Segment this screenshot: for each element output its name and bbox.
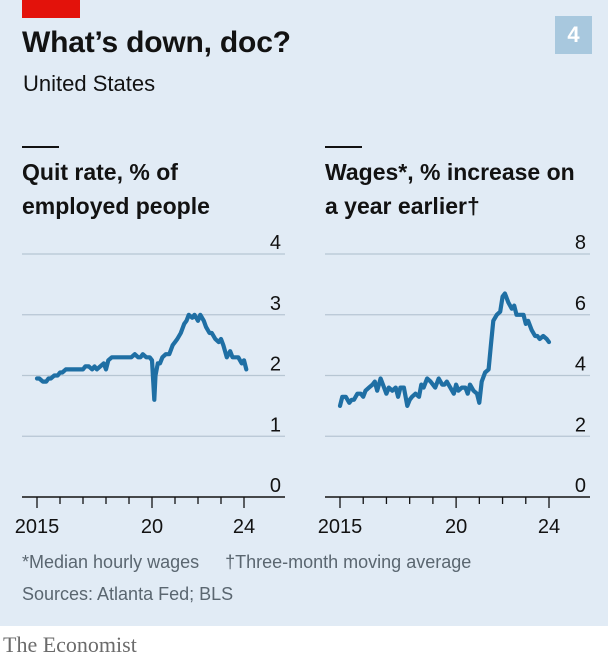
panel1-x-tick-label: 20	[141, 516, 163, 538]
left-panel-title: Quit rate, % of employed people	[22, 159, 210, 219]
right-panel-rule	[325, 146, 362, 148]
panel2-y-tick-label: 4	[575, 354, 586, 376]
panel2-y-tick-label: 6	[575, 293, 586, 315]
panel1-y-tick-label: 4	[270, 232, 281, 254]
panel1-x-tick-label: 24	[233, 516, 255, 538]
left-panel-rule	[22, 146, 59, 148]
panel2-x-tick-label: 20	[445, 516, 467, 538]
right-panel-title: Wages*, % increase on a year earlier†	[325, 159, 575, 219]
panel2-series-line	[337, 291, 552, 408]
panel2-x-tick-label: 24	[538, 516, 560, 538]
panel1-x-tick-label: 2015	[15, 516, 60, 538]
panel2-x-tick-label: 2015	[318, 516, 363, 538]
panel1-y-tick-label: 0	[270, 475, 281, 497]
sources-note: Sources: Atlanta Fed; BLS	[22, 584, 234, 604]
footnote-moving-average: †Three-month moving average	[225, 552, 472, 572]
brand-red-tag	[22, 0, 80, 18]
panel1-y-tick-label: 1	[270, 414, 281, 436]
brand-wordmark: The Economist	[3, 632, 137, 657]
chart-title: What’s down, doc?	[22, 26, 291, 59]
panel2-y-tick-label: 0	[575, 475, 586, 497]
panel2-y-tick-label: 8	[575, 232, 586, 254]
chart-panel	[0, 0, 608, 626]
panel2-y-tick-label: 2	[575, 414, 586, 436]
panel1-series-line	[34, 312, 249, 402]
footnotes: *Median hourly wages †Three-month moving …	[22, 552, 471, 573]
panel1-y-tick-label: 2	[270, 354, 281, 376]
chart-subtitle: United States	[23, 71, 156, 96]
footnote-wages: *Median hourly wages	[22, 552, 200, 572]
panel1-y-tick-label: 3	[270, 293, 281, 315]
chart-number-badge: 4	[555, 16, 592, 54]
